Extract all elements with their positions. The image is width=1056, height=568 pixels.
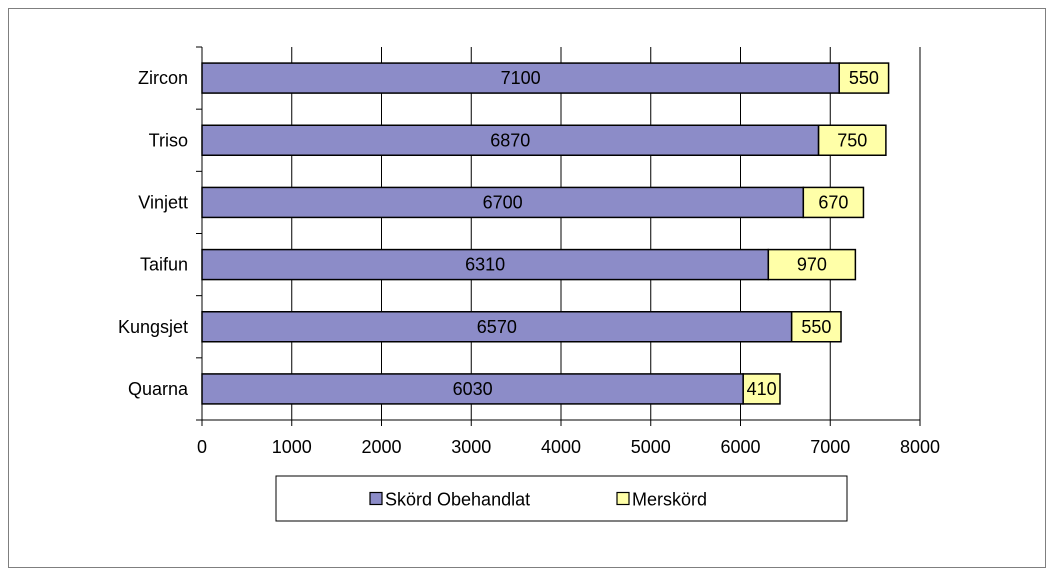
bar-merskord	[767, 248, 857, 281]
category-label: Taifun	[140, 255, 188, 275]
data-label: 970	[797, 255, 827, 275]
x-tick-label: 5000	[631, 437, 671, 457]
category-label: Quarna	[128, 379, 189, 399]
data-label: 670	[818, 192, 848, 212]
x-tick-label: 6000	[720, 437, 760, 457]
data-label: 550	[849, 68, 879, 88]
legend: Skörd Obehandlat Merskörd	[275, 475, 848, 522]
bar-skord-obehandlat	[201, 62, 840, 94]
legend-swatch-merskord	[616, 491, 630, 506]
data-label: 550	[801, 317, 831, 337]
data-label: 6570	[477, 317, 517, 337]
data-label: 410	[747, 379, 777, 399]
data-label: 6310	[465, 255, 505, 275]
legend-label: Merskörd	[632, 490, 707, 510]
x-tick-label: 1000	[272, 437, 312, 457]
x-tick-label: 4000	[541, 437, 581, 457]
data-label: 6870	[490, 130, 530, 150]
legend-label: Skörd Obehandlat	[385, 490, 530, 510]
category-label: Triso	[149, 130, 188, 150]
data-label: 6700	[483, 192, 523, 212]
category-label: Zircon	[138, 68, 188, 88]
data-label: 7100	[501, 68, 541, 88]
data-label: 6030	[453, 379, 493, 399]
bars-layer: 7100 550 6870 750 6700 670 6310 970 6570 550 6030 4…	[201, 62, 890, 405]
chart-frame	[8, 8, 1046, 568]
bar-merskord	[742, 373, 781, 405]
x-tick-label: 7000	[810, 437, 850, 457]
category-label: Kungsjet	[118, 317, 188, 337]
chart-container: 7100 550 6870 750 6700 670 6310 970 6570 550 6030 4…	[8, 8, 1046, 568]
x-tick-label: 8000	[900, 437, 940, 457]
bar-skord-obehandlat	[201, 248, 770, 281]
grid-layer	[291, 47, 921, 420]
category-label: Vinjett	[138, 192, 188, 212]
bar-merskord	[817, 124, 887, 156]
bar-merskord	[790, 311, 842, 343]
x-tick-label: 3000	[451, 437, 491, 457]
bar-chart: 7100 550 6870 750 6700 670 6310 970 6570 550 6030 4…	[118, 46, 940, 522]
x-tick-label: 2000	[361, 437, 401, 457]
legend-swatch-skord-obehandlat	[369, 491, 383, 506]
data-label: 750	[837, 130, 867, 150]
axis-layer: 0 1000 2000 3000 4000 5000 6000 7000 8000 Zircon T…	[118, 46, 940, 457]
bar-skord-obehandlat	[201, 373, 744, 405]
bar-merskord	[838, 62, 890, 94]
bar-merskord	[802, 186, 865, 219]
legend-box	[275, 475, 848, 522]
x-tick-label: 0	[197, 437, 207, 457]
bar-skord-obehandlat	[201, 186, 805, 219]
